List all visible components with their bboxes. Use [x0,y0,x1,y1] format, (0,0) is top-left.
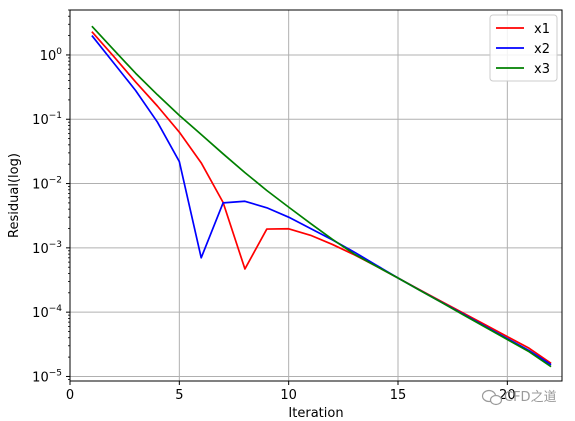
legend-label-x1: x1 [534,22,550,37]
grid [69,10,562,381]
y-tick-label: 10−1 [32,111,62,128]
legend-label-x3: x3 [534,62,550,77]
legend-label-x2: x2 [534,42,550,57]
y-tick-label: 10−5 [32,368,62,385]
axis-ticks: 0 5 10 15 20 10−5 10−4 10−3 10−2 10−1 100 [32,9,516,403]
y-tick-label: 10−3 [32,240,62,257]
x-tick-label: 20 [499,388,516,403]
x-tick-label: 15 [390,388,407,403]
wechat-icon [481,389,503,406]
series-line-x2 [91,35,552,366]
watermark-text: CFD之道 [504,390,557,405]
plot-frame [69,9,563,382]
series-line-x1 [91,31,552,365]
y-axis-label: Residual(log) [7,153,22,238]
x-tick-label: 0 [66,388,74,403]
y-tick-label: 10−4 [32,304,62,321]
watermark: CFD之道 [481,389,557,406]
series-line-x3 [91,25,552,368]
y-tick-label: 10−2 [32,176,62,193]
legend: x1 x2 x3 [489,14,558,82]
x-tick-label: 10 [280,388,297,403]
y-tick-label: 100 [40,47,63,64]
series-lines [91,25,552,368]
x-tick-label: 5 [175,388,183,403]
x-axis-label: Iteration [288,406,343,421]
